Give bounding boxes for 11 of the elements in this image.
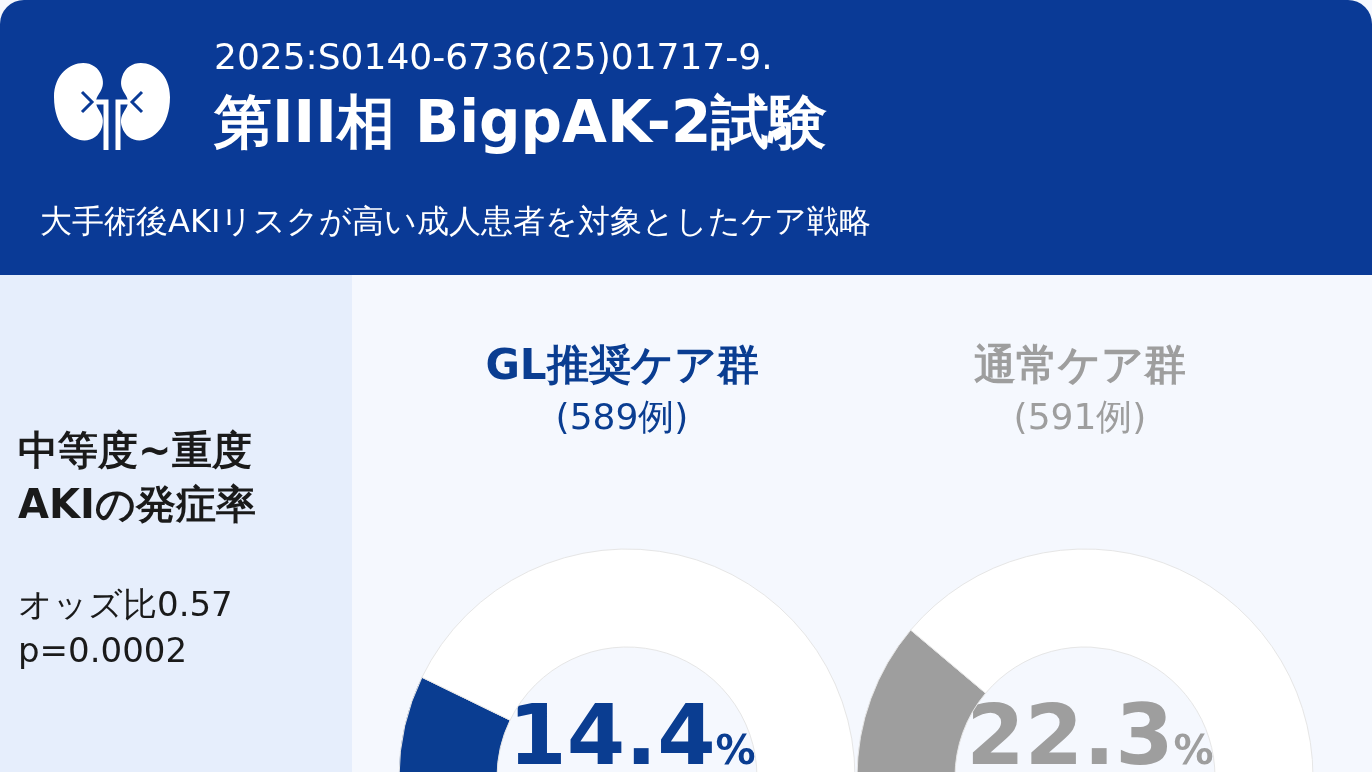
text: 大手術後AKIリスクが高い成人患者を対象としたケア戦略 <box>40 201 872 242</box>
text: 22.3% <box>966 686 1214 772</box>
text: 2025:S0140-6736(25)01717-9. <box>214 36 773 77</box>
text: 14.4% <box>508 686 756 772</box>
chart-title: GL推奨ケア群 <box>484 339 760 391</box>
text: オッズ比0.57 p=0.0002 <box>18 583 233 672</box>
chart-subtitle: (589例) <box>554 395 690 439</box>
chart-title: 通常ケア群 <box>973 339 1187 391</box>
chart-subtitle: (591例) <box>1012 395 1148 439</box>
text: 中等度~重度 AKIの発症率 <box>18 426 256 529</box>
text: 第III相 BigpAK-2試験 <box>214 87 828 158</box>
